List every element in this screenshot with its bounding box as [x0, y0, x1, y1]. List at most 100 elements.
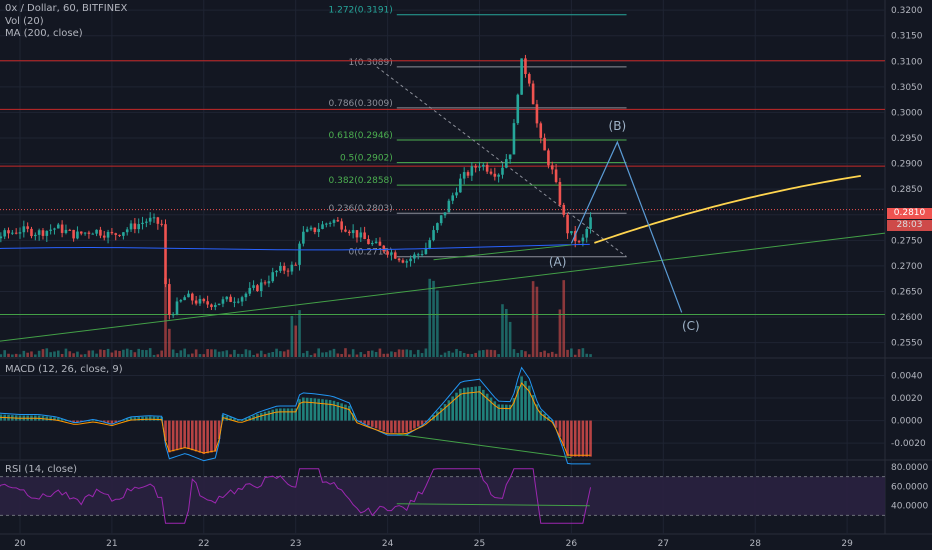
volume-bar: [424, 348, 428, 357]
candle-body: [76, 231, 79, 239]
price-tick-label: 0.2650: [891, 287, 923, 297]
volume-bar: [317, 348, 320, 357]
macd-histogram-bar: [508, 404, 512, 421]
macd-histogram-bar: [152, 416, 156, 421]
macd-histogram-bar: [110, 420, 114, 424]
macd-histogram-bar: [566, 420, 569, 457]
macd-tick-label: 0.0040: [891, 372, 923, 382]
candle-body: [168, 284, 171, 316]
volume-bar: [413, 354, 416, 357]
macd-histogram-bar: [213, 420, 217, 452]
macd-histogram-bar: [156, 416, 160, 421]
macd-histogram-bar: [91, 419, 95, 421]
candle-body: [493, 173, 497, 177]
candle-body: [7, 230, 10, 234]
volume-bar: [217, 351, 221, 357]
macd-histogram-bar: [183, 420, 186, 449]
macd-histogram-bar: [420, 420, 424, 425]
volume-bar: [18, 354, 22, 357]
macd-histogram-bar: [244, 418, 248, 421]
volume-bar: [244, 349, 248, 357]
volume-bar: [110, 352, 114, 357]
macd-histogram-bar: [443, 404, 447, 421]
candle-body: [87, 232, 91, 234]
volume-bar: [474, 352, 477, 357]
macd-histogram-bar: [562, 420, 566, 446]
volume-bar: [432, 280, 435, 357]
candle-body: [501, 167, 504, 175]
volume-bar: [282, 351, 286, 357]
macd-histogram-bar: [455, 392, 458, 421]
candle-body: [64, 229, 68, 233]
candle-body: [110, 231, 114, 234]
ma-200-line: [0, 243, 590, 251]
volume-bar: [439, 354, 443, 357]
macd-histogram-bar: [409, 420, 412, 431]
macd-histogram-bar: [102, 420, 106, 422]
volume-bar: [566, 349, 569, 357]
macd-histogram-bar: [581, 420, 585, 457]
candle-body: [527, 74, 531, 84]
rsi-tick-label: 80.0000: [891, 463, 928, 473]
volume-bar: [171, 349, 175, 357]
macd-histogram-bar: [325, 399, 328, 421]
candle-body: [554, 169, 558, 183]
macd-histogram-bar: [217, 420, 221, 439]
macd-histogram-bar: [470, 386, 474, 421]
candle-body: [363, 232, 366, 240]
volume-bar: [14, 353, 18, 357]
candle-body: [344, 229, 347, 232]
macd-histogram-bar: [577, 420, 581, 457]
volume-bar: [462, 352, 466, 357]
candle-body: [275, 270, 278, 273]
macd-histogram-bar: [168, 420, 171, 453]
candle-body: [191, 293, 194, 301]
volume-bar: [447, 350, 451, 357]
macd-histogram-bar: [279, 408, 282, 421]
candle-body: [550, 165, 554, 170]
candle-body: [221, 299, 225, 304]
macd-histogram-bar: [524, 381, 527, 421]
volume-bar: [106, 348, 110, 357]
volume-bar: [305, 350, 309, 357]
volume-bar: [455, 348, 458, 357]
candle-body: [83, 232, 87, 234]
macd-histogram-bar: [359, 420, 363, 423]
trend-overlays: (A) (B) (C): [0, 119, 886, 342]
volume-bar: [485, 349, 489, 357]
macd-line: [0, 366, 591, 465]
candle-body: [213, 304, 217, 308]
volume-bar: [501, 304, 504, 357]
macd-histogram-bar: [309, 398, 313, 421]
candle-body: [405, 261, 409, 263]
macd-histogram-bar: [233, 418, 236, 421]
candle-body: [210, 304, 213, 308]
volume-bar: [512, 349, 516, 357]
volume-bar: [34, 354, 37, 357]
candle-body: [340, 221, 343, 230]
fib-level-label: 0(0.2718): [349, 248, 393, 258]
volume-bar: [41, 349, 45, 357]
volume-bar: [547, 353, 550, 357]
volume-bar: [79, 354, 83, 357]
x-tick-label: 23: [290, 539, 301, 549]
macd-histogram-bar: [87, 420, 91, 422]
volume-bar: [321, 352, 324, 357]
macd-histogram-bar: [321, 399, 324, 421]
macd-histogram-bar: [585, 420, 589, 457]
macd-histogram-bar: [478, 386, 481, 421]
macd-legend: MACD (12, 26, close, 9): [5, 364, 123, 375]
candle-body: [95, 229, 98, 234]
volume-bar: [325, 352, 328, 357]
macd-tick-label: -0.0020: [891, 439, 926, 449]
candle-body: [451, 195, 454, 201]
macd-histogram-bar: [64, 420, 68, 422]
rsi-tick-label: 60.0000: [891, 482, 928, 492]
volume-bar: [221, 351, 225, 357]
macd-histogram-bar: [141, 416, 144, 421]
macd-histogram-bar: [72, 420, 75, 423]
volume-bar: [191, 353, 194, 357]
volume-bar: [152, 354, 156, 357]
candle-body: [447, 200, 451, 213]
